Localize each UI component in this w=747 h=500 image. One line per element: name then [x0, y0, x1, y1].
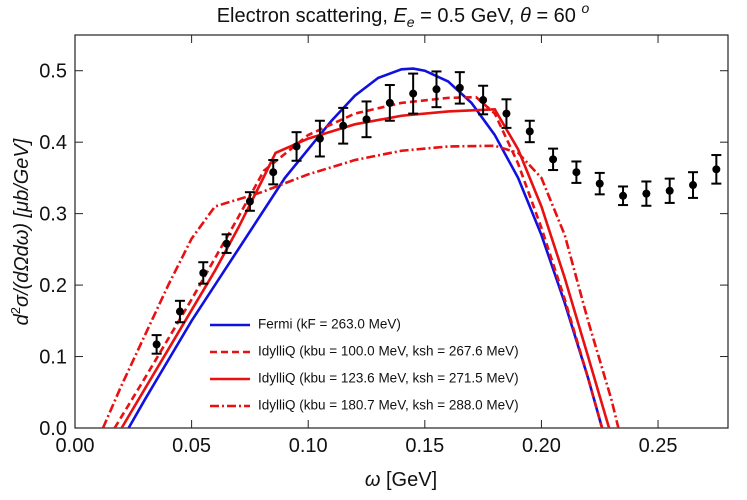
title-part: Electron scattering,	[217, 5, 394, 27]
label-part: 2	[8, 307, 23, 314]
data-point	[642, 189, 651, 198]
legend-label: IdylliQ (kbu = 100.0 MeV, ksh = 267.6 Me…	[258, 344, 519, 359]
data-point	[175, 307, 184, 316]
data-point	[199, 268, 208, 277]
title-part: e	[407, 14, 415, 30]
chart-title: Electron scattering, Ee = 0.5 GeV, θ = 6…	[217, 0, 590, 30]
data-point	[479, 96, 488, 105]
title-part: = 60	[531, 5, 582, 27]
data-point	[409, 89, 418, 98]
x-tick-label: 0.05	[172, 435, 211, 457]
data-point	[595, 179, 604, 188]
data-point	[619, 191, 628, 200]
label-part: d	[11, 313, 33, 325]
series-line	[120, 107, 611, 428]
data-point	[362, 115, 371, 124]
data-point	[525, 127, 534, 136]
data-point	[549, 155, 558, 164]
data-point	[432, 85, 441, 94]
title-part: = 0.5 GeV,	[415, 5, 520, 27]
data-point	[152, 340, 161, 349]
data-point	[572, 168, 581, 177]
data-point	[315, 134, 324, 143]
x-tick-label: 0.15	[405, 435, 444, 457]
y-tick-label: 0.0	[39, 418, 67, 440]
label-part: ω	[365, 469, 381, 491]
y-tick-label: 0.1	[39, 347, 67, 369]
series-line	[113, 95, 604, 428]
y-tick-label: 0.2	[39, 275, 67, 297]
label-part: [GeV]	[380, 469, 437, 491]
data-point	[339, 121, 348, 130]
data-point	[689, 181, 698, 190]
plot-frame	[74, 34, 729, 429]
title-part: E	[393, 5, 407, 27]
data-point	[712, 165, 721, 174]
data-point	[292, 142, 301, 151]
data-point	[502, 109, 511, 118]
data-point	[455, 83, 464, 92]
data-point	[269, 168, 278, 177]
x-tick-label: 0.20	[522, 435, 561, 457]
x-tick-label: 0.10	[289, 435, 328, 457]
data-point	[665, 186, 674, 195]
legend-label: Fermi (kF = 263.0 MeV)	[258, 317, 401, 332]
x-tick-label: 0.25	[639, 435, 678, 457]
title-part: θ	[520, 5, 531, 27]
series-line	[127, 67, 604, 428]
x-axis-label: ω [GeV]	[365, 469, 437, 491]
data-point	[245, 197, 254, 206]
x-tick-label: 0.00	[56, 435, 95, 457]
y-tick-label: 0.4	[39, 132, 67, 154]
y-tick-label: 0.3	[39, 204, 67, 226]
legend-label: IdylliQ (kbu = 180.7 MeV, ksh = 288.0 Me…	[258, 398, 519, 413]
data-point	[385, 98, 394, 107]
legend-label: IdylliQ (kbu = 123.6 MeV, ksh = 271.5 Me…	[258, 371, 519, 386]
y-tick-label: 0.5	[39, 61, 67, 83]
series-line	[101, 144, 620, 428]
label-part: σ/(dΩdω) [μb/GeV]	[11, 138, 33, 307]
title-part: o	[582, 0, 590, 16]
data-point	[222, 239, 231, 248]
y-axis-label: d2σ/(dΩdω) [μb/GeV]	[8, 138, 33, 325]
